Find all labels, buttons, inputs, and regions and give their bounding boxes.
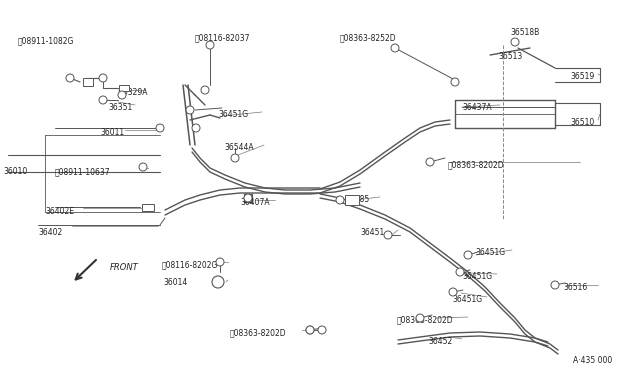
Bar xyxy=(345,195,359,205)
Text: 36518B: 36518B xyxy=(510,28,540,37)
Circle shape xyxy=(201,86,209,94)
Text: 36513: 36513 xyxy=(498,52,522,61)
Circle shape xyxy=(99,74,107,82)
Text: Ⓢ08363-8202D: Ⓢ08363-8202D xyxy=(230,328,287,337)
Circle shape xyxy=(186,106,194,114)
Circle shape xyxy=(451,78,459,86)
Text: 36485: 36485 xyxy=(345,195,369,204)
Bar xyxy=(83,78,93,86)
Text: 36519: 36519 xyxy=(570,72,595,81)
Text: ⓝ08911-1082G: ⓝ08911-1082G xyxy=(18,36,74,45)
Circle shape xyxy=(99,96,107,104)
Circle shape xyxy=(139,163,147,171)
Circle shape xyxy=(192,124,200,132)
Text: 36351: 36351 xyxy=(108,103,132,112)
Text: Ⓢ08363-8202D: Ⓢ08363-8202D xyxy=(448,160,504,169)
Text: 36451: 36451 xyxy=(360,228,384,237)
Text: 36451G: 36451G xyxy=(462,272,492,281)
Circle shape xyxy=(456,268,464,276)
Circle shape xyxy=(449,288,457,296)
Text: 36451G: 36451G xyxy=(218,110,248,119)
Circle shape xyxy=(416,314,424,322)
Text: ⓝ08911-10637: ⓝ08911-10637 xyxy=(55,167,111,176)
Text: 36329A: 36329A xyxy=(118,88,147,97)
Circle shape xyxy=(426,158,434,166)
Circle shape xyxy=(384,231,392,239)
Circle shape xyxy=(318,326,326,334)
Text: 36402: 36402 xyxy=(38,228,62,237)
Text: 36011: 36011 xyxy=(100,128,124,137)
Circle shape xyxy=(336,196,344,204)
Text: 36407A: 36407A xyxy=(240,198,269,207)
Circle shape xyxy=(391,44,399,52)
Circle shape xyxy=(306,326,314,334)
Text: 36402E: 36402E xyxy=(45,207,74,216)
Circle shape xyxy=(156,124,164,132)
Circle shape xyxy=(244,194,252,202)
Text: 36451G: 36451G xyxy=(452,295,482,304)
Bar xyxy=(142,203,154,211)
Text: 36516: 36516 xyxy=(563,283,588,292)
Text: 36014: 36014 xyxy=(163,278,188,287)
Text: Ⓑ08116-8202G: Ⓑ08116-8202G xyxy=(162,260,218,269)
Text: A·435 000: A·435 000 xyxy=(573,356,612,365)
Text: 36437A: 36437A xyxy=(462,103,492,112)
Circle shape xyxy=(231,154,239,162)
Bar xyxy=(119,85,129,91)
Text: Ⓑ08116-82037: Ⓑ08116-82037 xyxy=(195,33,250,42)
Text: Ⓢ08363-8252D: Ⓢ08363-8252D xyxy=(340,33,397,42)
Text: 36451G: 36451G xyxy=(475,248,505,257)
Circle shape xyxy=(511,38,519,46)
Circle shape xyxy=(206,41,214,49)
Text: 36452: 36452 xyxy=(428,337,452,346)
Text: 36010: 36010 xyxy=(3,167,28,176)
Text: FRONT: FRONT xyxy=(110,263,139,272)
Circle shape xyxy=(66,74,74,82)
Circle shape xyxy=(118,91,126,99)
Circle shape xyxy=(464,251,472,259)
Circle shape xyxy=(551,281,559,289)
Circle shape xyxy=(306,326,314,334)
Text: 36544A: 36544A xyxy=(224,143,253,152)
Circle shape xyxy=(216,258,224,266)
Text: Ⓢ08363-8202D: Ⓢ08363-8202D xyxy=(397,315,454,324)
Text: 36510: 36510 xyxy=(570,118,595,127)
